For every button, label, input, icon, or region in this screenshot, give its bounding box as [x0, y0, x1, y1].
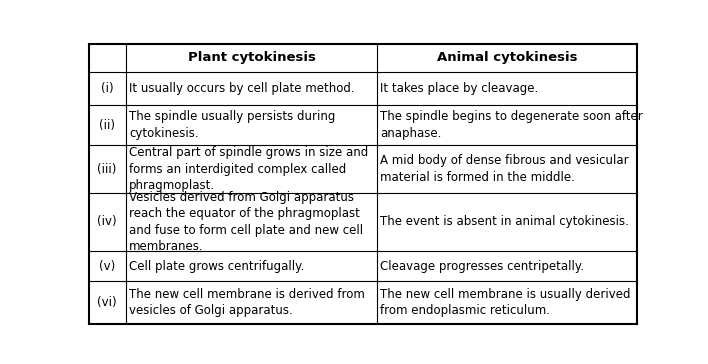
Text: Cleavage progresses centripetally.: Cleavage progresses centripetally.	[380, 260, 584, 273]
Text: Cell plate grows centrifugally.: Cell plate grows centrifugally.	[129, 260, 304, 273]
Text: It takes place by cleavage.: It takes place by cleavage.	[380, 82, 539, 95]
Text: The event is absent in animal cytokinesis.: The event is absent in animal cytokinesi…	[380, 215, 629, 229]
Text: The new cell membrane is usually derived
from endoplasmic reticulum.: The new cell membrane is usually derived…	[380, 288, 631, 317]
Text: A mid body of dense fibrous and vesicular
material is formed in the middle.: A mid body of dense fibrous and vesicula…	[380, 154, 629, 184]
Text: (ii): (ii)	[99, 119, 115, 132]
Text: The spindle begins to degenerate soon after
anaphase.: The spindle begins to degenerate soon af…	[380, 110, 643, 140]
Text: The new cell membrane is derived from
vesicles of Golgi apparatus.: The new cell membrane is derived from ve…	[129, 288, 365, 317]
Text: (iii): (iii)	[98, 163, 117, 175]
Text: The spindle usually persists during
cytokinesis.: The spindle usually persists during cyto…	[129, 110, 336, 140]
Text: Plant cytokinesis: Plant cytokinesis	[188, 51, 315, 64]
Text: (i): (i)	[101, 82, 113, 95]
Text: (iv): (iv)	[97, 215, 117, 229]
Text: It usually occurs by cell plate method.: It usually occurs by cell plate method.	[129, 82, 355, 95]
Text: Animal cytokinesis: Animal cytokinesis	[437, 51, 578, 64]
Text: (vi): (vi)	[97, 296, 117, 309]
Text: Vesicles derived from Golgi apparatus
reach the equator of the phragmoplast
and : Vesicles derived from Golgi apparatus re…	[129, 191, 363, 253]
Text: (v): (v)	[99, 260, 115, 273]
Text: Central part of spindle grows in size and
forms an interdigited complex called
p: Central part of spindle grows in size an…	[129, 146, 368, 192]
